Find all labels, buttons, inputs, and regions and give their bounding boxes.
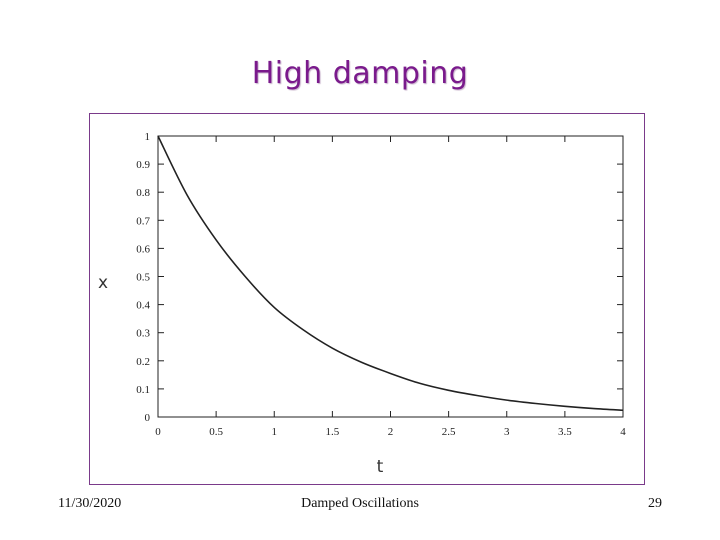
x-tick-label: 3.5 (558, 426, 572, 438)
x-tick-label: 4 (620, 426, 626, 438)
x-tick-label: 3 (504, 426, 510, 438)
y-tick-label: 0 (145, 412, 151, 424)
chart-frame: 0 0.5 1 1.5 2 2.5 3 3.5 4 0 0.1 0.2 0.3 0.4 0.5 0.6 0.7… (89, 113, 645, 485)
x-tick-label: 2.5 (442, 426, 456, 438)
y-tick-label: 0.7 (136, 215, 150, 227)
y-tick-label: 0.2 (136, 356, 150, 368)
y-tick-label: 0.8 (136, 187, 150, 199)
y-tick-label: 0.1 (136, 384, 150, 396)
page-number: 29 (648, 496, 662, 511)
footer-title: Damped Oscillations (301, 496, 419, 511)
plot-area-border (157, 135, 624, 418)
footer-date: 11/30/2020 (58, 496, 122, 511)
series-line (157, 135, 624, 412)
x-tick-label: 1.5 (326, 426, 340, 438)
x-tick-label: 2 (388, 426, 394, 438)
y-tick-label: 1 (145, 131, 151, 143)
y-axis-label: x (98, 273, 108, 293)
damping-line-chart: 0 0.5 1 1.5 2 2.5 3 3.5 4 0 0.1 0.2 0.3 0.4 0.5 0.6 0.7… (98, 131, 626, 477)
x-axis-ticks: 0 0.5 1 1.5 2 2.5 3 3.5 4 (155, 136, 626, 438)
y-tick-label: 0.4 (136, 300, 150, 312)
y-tick-label: 0.3 (136, 328, 150, 340)
x-tick-label: 0 (155, 426, 161, 438)
x-tick-label: 0.5 (209, 426, 223, 438)
x-tick-label: 1 (272, 426, 278, 438)
y-tick-label: 0.6 (136, 243, 150, 255)
y-axis-ticks: 0 0.1 0.2 0.3 0.4 0.5 0.6 0.7 0.8 0.9 1 (136, 131, 623, 424)
slide-title: High damping (251, 56, 469, 91)
y-tick-label: 0.5 (136, 272, 150, 284)
y-tick-label: 0.9 (136, 159, 150, 171)
x-axis-label: t (377, 457, 384, 477)
